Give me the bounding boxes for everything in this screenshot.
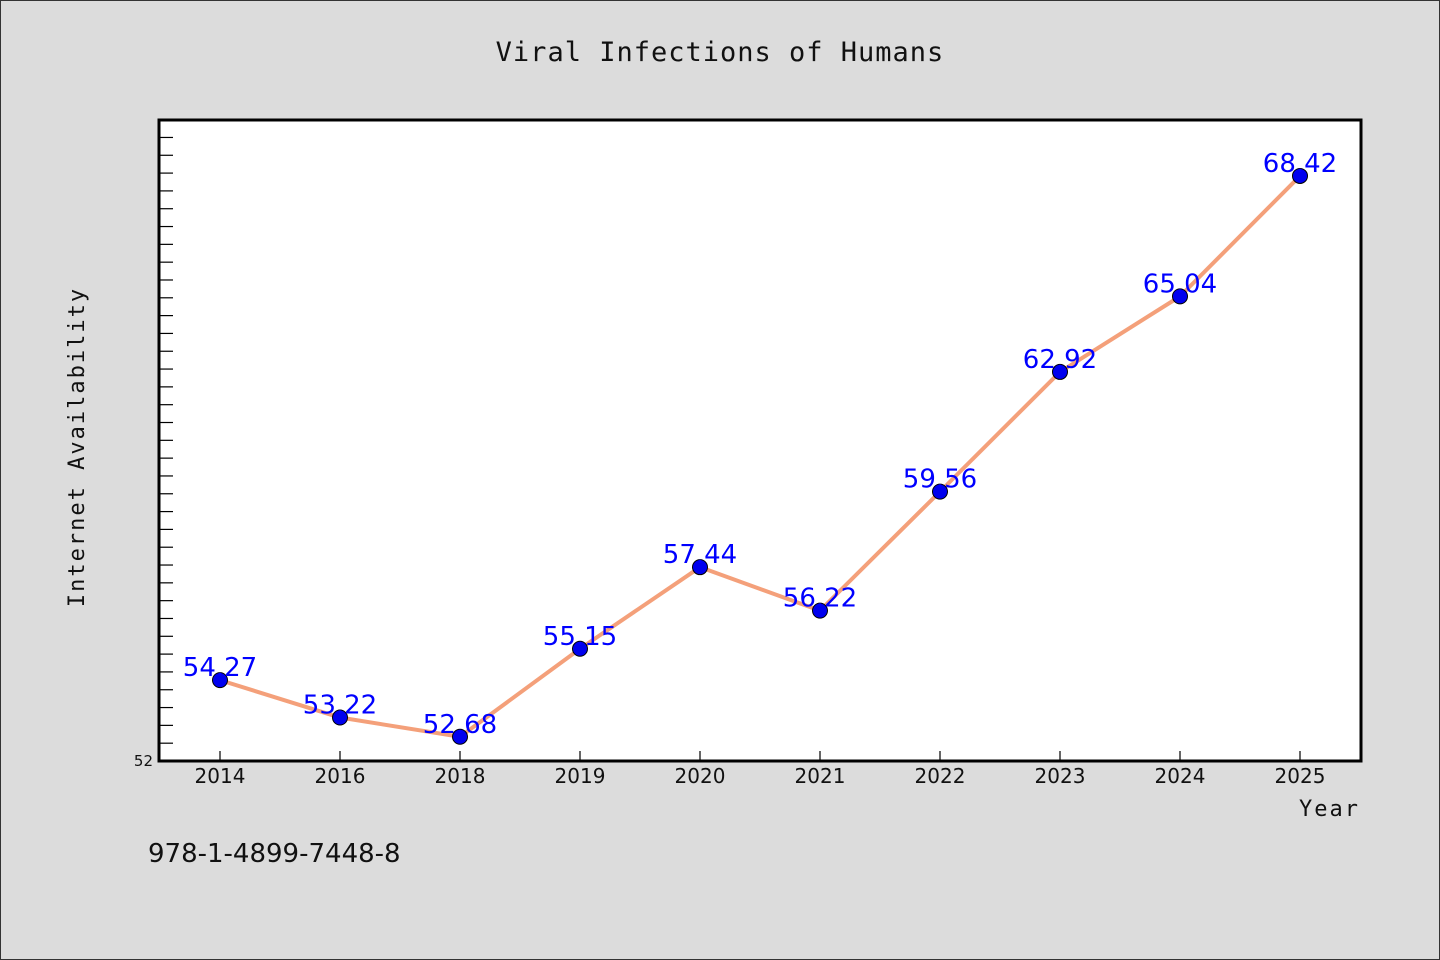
y-axis-tick-labels: 52 bbox=[134, 752, 153, 770]
y-axis-label: Internet Availability bbox=[65, 287, 90, 607]
data-label: 56.22 bbox=[783, 584, 857, 614]
data-point-marker bbox=[932, 483, 948, 500]
x-tick-label: 2022 bbox=[915, 764, 966, 788]
x-tick-label: 2025 bbox=[1275, 764, 1326, 788]
series-markers bbox=[212, 167, 1308, 745]
y-axis-ticks bbox=[159, 136, 173, 744]
chart-title: Viral Infections of Humans bbox=[496, 37, 945, 68]
data-label: 65.04 bbox=[1143, 269, 1217, 299]
x-tick-label: 2021 bbox=[795, 764, 846, 788]
x-axis-tick-labels: 2014 2016 2018 2019 2020 2021 2022 2023 2024 2025 bbox=[195, 764, 1326, 788]
data-point-marker bbox=[332, 709, 348, 726]
data-label: 57.44 bbox=[663, 540, 737, 570]
x-tick-label: 2020 bbox=[675, 764, 726, 788]
x-axis-label: Year bbox=[1299, 797, 1360, 822]
plot-area bbox=[157, 118, 1363, 763]
data-point-marker bbox=[212, 672, 228, 689]
y-tick-label: 52 bbox=[134, 752, 153, 770]
data-label: 54.27 bbox=[183, 653, 257, 683]
x-tick-label: 2014 bbox=[195, 764, 246, 788]
data-label: 59.56 bbox=[903, 465, 977, 495]
x-tick-label: 2016 bbox=[315, 764, 366, 788]
data-point-marker bbox=[452, 728, 468, 745]
data-label: 52.68 bbox=[423, 710, 497, 740]
x-tick-label: 2019 bbox=[555, 764, 606, 788]
data-label: 55.15 bbox=[543, 622, 617, 652]
x-tick-label: 2018 bbox=[435, 764, 486, 788]
x-tick-label: 2023 bbox=[1035, 764, 1086, 788]
series-lines bbox=[218, 173, 1302, 739]
data-label: 62.92 bbox=[1023, 345, 1097, 375]
data-label: 68.42 bbox=[1263, 149, 1337, 179]
data-point-marker bbox=[1292, 167, 1308, 184]
x-tick-label: 2024 bbox=[1155, 764, 1206, 788]
data-label: 53.22 bbox=[303, 691, 377, 721]
data-point-marker bbox=[1052, 363, 1068, 380]
series-line bbox=[218, 173, 1302, 739]
data-point-marker bbox=[1172, 288, 1188, 305]
data-point-marker bbox=[572, 640, 588, 657]
x-axis-ticks bbox=[219, 751, 1301, 761]
data-point-marker bbox=[692, 559, 708, 576]
data-point-marker bbox=[812, 602, 828, 619]
isbn-text: 978-1-4899-7448-8 bbox=[148, 839, 401, 869]
data-labels: 54.27 53.22 52.68 55.15 57.44 56.22 59.56 62.92… bbox=[183, 149, 1337, 740]
